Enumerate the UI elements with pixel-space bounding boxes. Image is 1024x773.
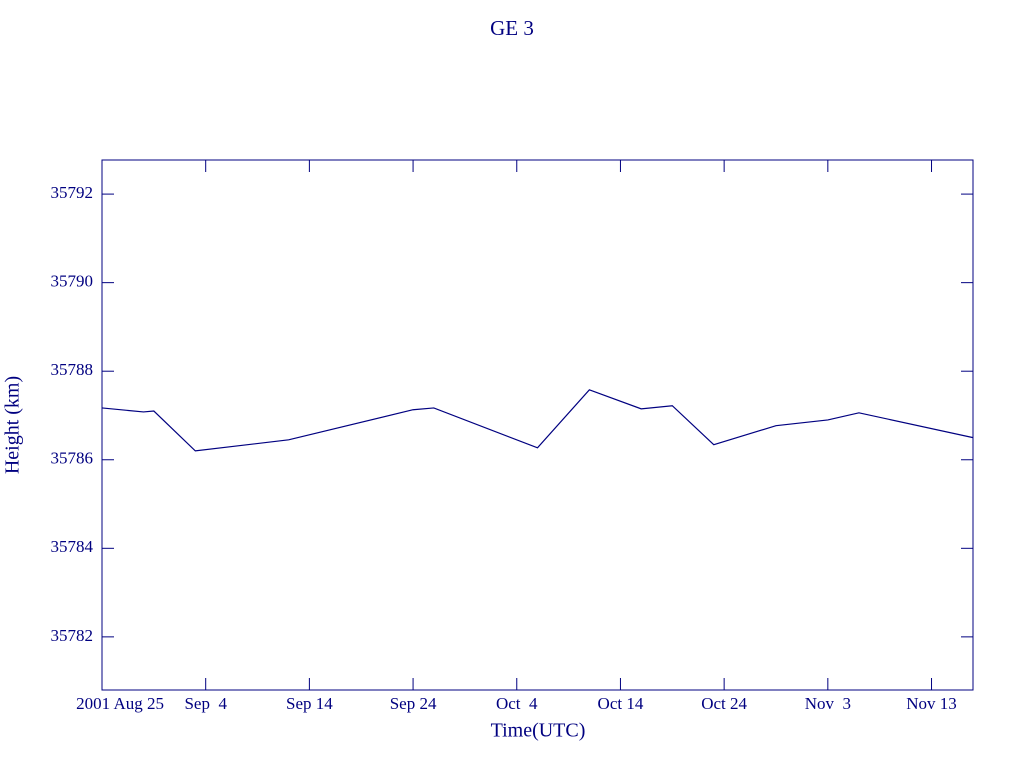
chart-title: GE 3 bbox=[490, 16, 534, 40]
y-tick-label: 35786 bbox=[51, 449, 94, 468]
x-axis-label: Time(UTC) bbox=[491, 720, 586, 742]
x-tick-label: Oct 14 bbox=[598, 694, 644, 713]
x-tick-label: Oct 4 bbox=[496, 694, 538, 713]
data-line bbox=[101, 389, 974, 452]
y-tick-label: 35782 bbox=[51, 626, 94, 645]
x-tick-label: Nov 13 bbox=[906, 694, 957, 713]
plot-frame bbox=[101, 159, 974, 691]
x-tick-label: Sep 4 bbox=[184, 694, 227, 713]
y-tick-label: 35792 bbox=[51, 183, 94, 202]
y-tick-label: 35790 bbox=[51, 272, 94, 291]
x-tick-label: Sep 24 bbox=[390, 694, 437, 713]
x-tick-label: 2001 Aug 25 bbox=[76, 694, 164, 713]
y-axis-label: Height (km) bbox=[2, 376, 24, 474]
y-tick-label: 35788 bbox=[51, 360, 94, 379]
x-tick-label: Nov 3 bbox=[805, 694, 851, 713]
y-tick-label: 35784 bbox=[51, 537, 94, 556]
x-tick-label: Oct 24 bbox=[701, 694, 747, 713]
x-tick-label: Sep 14 bbox=[286, 694, 333, 713]
